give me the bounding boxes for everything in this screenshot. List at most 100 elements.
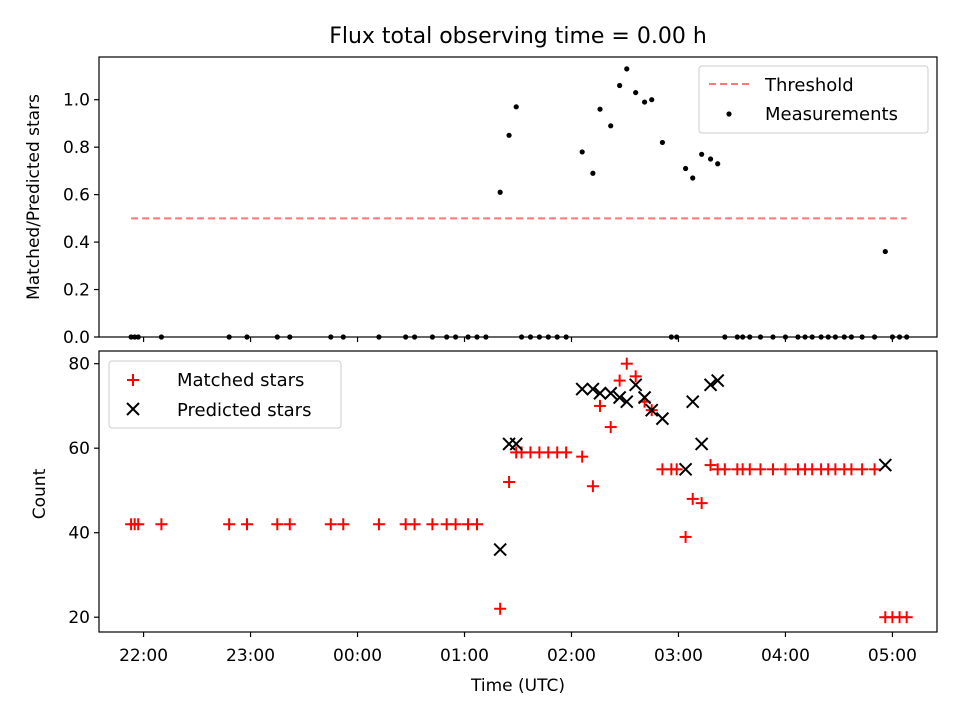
predicted-star-point [703, 378, 718, 392]
threshold-legend-label: Threshold [764, 75, 854, 96]
measurement-point [624, 66, 630, 72]
matched-star-point [670, 463, 683, 476]
measurement-point [579, 149, 585, 155]
matched-star-point [613, 374, 626, 387]
y-tick-label: 60 [68, 439, 90, 459]
measurement-point [641, 99, 648, 105]
matched-star-point [240, 518, 253, 531]
matched-star-point [604, 421, 617, 434]
x-tick-label: 04:00 [761, 646, 810, 666]
measurement-point [659, 139, 666, 146]
ratio-panel: 0.0 0.2 0.4 0.6 0.8 1.0 Matched/Predicted sta… [24, 56, 938, 348]
y-tick-label: 0.8 [63, 138, 90, 158]
predicted-star-point [612, 390, 627, 405]
measurement-point [617, 82, 623, 89]
measurement-point [513, 104, 519, 110]
x-tick-label: 05:00 [868, 646, 917, 666]
ratio-legend-box [698, 65, 929, 134]
ratio-legend: Threshold Measurements [698, 65, 929, 134]
ratio-y-ticks: 0.0 0.2 0.4 0.6 0.8 1.0 [63, 91, 99, 348]
y-tick-label: 20 [68, 608, 90, 628]
matched-star-point [372, 518, 385, 531]
matched-star-point [594, 399, 607, 412]
predicted-star-point [493, 542, 507, 557]
matched-star-point [449, 518, 462, 531]
ratio-axes-frame [98, 56, 938, 338]
matched-star-point [718, 463, 731, 476]
matched-star-point [470, 518, 483, 531]
x-tick-label: 23:00 [226, 646, 275, 666]
matched-star-point [586, 480, 599, 493]
measurement-point [699, 151, 705, 157]
predicted-star-point [628, 378, 643, 392]
matched-star-point [324, 518, 337, 531]
measurement-point [683, 165, 689, 172]
matched-star-point [408, 518, 421, 531]
matched-star-point [743, 463, 756, 476]
measurement-point [497, 189, 503, 195]
matched-legend-icon [127, 374, 139, 386]
x-tick-label: 01:00 [440, 646, 489, 666]
predicted-star-point [575, 382, 589, 396]
ratio-y-label: Matched/Predicted stars [24, 94, 44, 300]
predicted-star-point [710, 373, 725, 388]
y-tick-label: 40 [68, 524, 90, 544]
matched-star-point [629, 370, 642, 383]
matched-star-point [900, 611, 913, 624]
predicted-legend-label: Predicted stars [177, 400, 311, 421]
matched-star-point [754, 463, 767, 476]
matched-star-point [503, 475, 516, 488]
y-tick-label: 0.4 [63, 233, 90, 253]
matched-star-point [868, 463, 881, 476]
matched-star-point [576, 450, 589, 463]
chart-title: Flux total observing time = 0.00 h [329, 24, 707, 49]
measurement-point [633, 89, 639, 96]
matched-star-point [560, 446, 573, 459]
measurement-point [707, 156, 714, 162]
matched-star-point [704, 459, 717, 472]
count-plot-area [125, 357, 913, 624]
matched-star-point [337, 518, 350, 531]
measurement-point [690, 175, 696, 181]
y-tick-label: 0.2 [63, 281, 90, 301]
count-legend: Matched stars Predicted stars [108, 360, 342, 429]
x-tick-label: 03:00 [654, 646, 703, 666]
y-tick-label: 0.0 [63, 328, 90, 348]
predicted-star-point [645, 403, 659, 417]
matched-star-point [856, 463, 869, 476]
ratio-x-ticks [142, 337, 894, 342]
measurement-point [597, 106, 603, 112]
matched-star-point [620, 357, 633, 370]
y-tick-label: 80 [68, 355, 90, 375]
predicted-star-point [655, 411, 670, 426]
predicted-star-point [593, 386, 607, 400]
y-tick-label: 1.0 [63, 91, 90, 111]
measurement-point [608, 123, 614, 129]
count-x-ticks: 22:00 23:00 00:00 01:00 02:00 03:00 04:00 05:00 [119, 632, 917, 666]
count-y-ticks: 20 40 60 80 [68, 355, 99, 628]
matched-star-point [223, 518, 236, 531]
matched-legend-label: Matched stars [177, 370, 304, 391]
x-tick-label: 02:00 [547, 646, 596, 666]
count-panel: 20 40 60 80 22:00 23:00 00:00 01:00 02:00 03:00 0… [30, 350, 938, 696]
matched-star-point [686, 492, 699, 505]
measurement-point [649, 97, 655, 103]
matched-star-point [779, 463, 792, 476]
matched-star-point [155, 518, 168, 531]
predicted-star-point [694, 437, 709, 451]
matched-star-point [132, 518, 145, 531]
measurement-point [715, 161, 721, 167]
matched-star-point [766, 463, 779, 476]
matched-star-point [679, 530, 692, 543]
predicted-star-point [586, 382, 600, 396]
matched-star-point [283, 518, 296, 531]
y-tick-label: 0.6 [63, 186, 90, 206]
measurement-point [590, 170, 596, 176]
predicted-star-point [678, 462, 693, 477]
matched-star-point [494, 602, 507, 615]
x-axis-label: Time (UTC) [470, 676, 565, 696]
predicted-star-point [878, 458, 893, 472]
predicted-star-point [620, 394, 634, 409]
matched-star-point [426, 518, 439, 531]
